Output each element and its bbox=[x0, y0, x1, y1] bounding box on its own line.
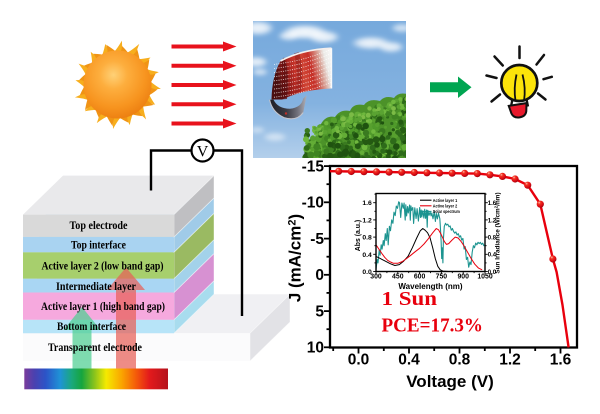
svg-text:1.6: 1.6 bbox=[488, 201, 497, 207]
svg-text:1.2: 1.2 bbox=[499, 352, 521, 369]
svg-text:J (mA/cm2): J (mA/cm2) bbox=[286, 214, 305, 302]
svg-text:1050: 1050 bbox=[477, 273, 492, 280]
svg-text:-10: -10 bbox=[302, 195, 324, 212]
svg-text:0: 0 bbox=[315, 267, 324, 284]
svg-text:1.2: 1.2 bbox=[362, 217, 372, 224]
svg-text:0.8: 0.8 bbox=[449, 352, 471, 369]
svg-text:900: 900 bbox=[457, 273, 469, 280]
svg-text:0.0: 0.0 bbox=[348, 352, 370, 369]
svg-text:600: 600 bbox=[414, 273, 426, 280]
svg-text:-5: -5 bbox=[310, 231, 324, 248]
svg-text:Top interface: Top interface bbox=[71, 239, 126, 251]
svg-text:Active layer 1 (high band gap): Active layer 1 (high band gap) bbox=[41, 301, 165, 313]
svg-text:1.6: 1.6 bbox=[362, 200, 372, 207]
svg-text:V: V bbox=[197, 143, 209, 160]
svg-text:Active layer 2 (low band gap): Active layer 2 (low band gap) bbox=[42, 260, 164, 272]
svg-text:Sun Irradiance (W/cm2/nm): Sun Irradiance (W/cm2/nm) bbox=[494, 192, 502, 273]
svg-text:Transparent electrode: Transparent electrode bbox=[48, 342, 142, 354]
svg-text:450: 450 bbox=[392, 273, 404, 280]
svg-text:0.8: 0.8 bbox=[488, 236, 497, 242]
svg-text:0.0: 0.0 bbox=[362, 269, 372, 276]
svg-text:1.2: 1.2 bbox=[488, 218, 497, 224]
svg-text:750: 750 bbox=[436, 273, 448, 280]
svg-text:PCE=17.3%: PCE=17.3% bbox=[382, 316, 484, 337]
svg-text:Wavelength (nm): Wavelength (nm) bbox=[398, 282, 462, 291]
svg-text:300: 300 bbox=[370, 273, 382, 280]
svg-text:0.0: 0.0 bbox=[488, 270, 497, 276]
svg-text:0.4: 0.4 bbox=[398, 352, 420, 369]
svg-text:Active layer 2: Active layer 2 bbox=[433, 203, 458, 208]
svg-text:Bottom interface: Bottom interface bbox=[57, 321, 126, 333]
svg-text:-15: -15 bbox=[302, 158, 325, 175]
svg-text:0.4: 0.4 bbox=[488, 253, 497, 259]
svg-text:Voltage (V): Voltage (V) bbox=[406, 372, 494, 391]
svg-text:1.6: 1.6 bbox=[550, 352, 572, 369]
svg-text:Abs (a.u.): Abs (a.u.) bbox=[355, 220, 362, 251]
svg-text:0.4: 0.4 bbox=[362, 252, 372, 259]
svg-text:Intermediate layer: Intermediate layer bbox=[56, 281, 136, 293]
svg-text:Active layer 1: Active layer 1 bbox=[433, 198, 458, 203]
svg-text:10: 10 bbox=[307, 340, 324, 357]
svg-text:5: 5 bbox=[315, 303, 324, 320]
svg-text:Solar spectrum: Solar spectrum bbox=[433, 209, 460, 214]
svg-text:Top electrode: Top electrode bbox=[70, 220, 128, 232]
svg-text:1 Sun: 1 Sun bbox=[382, 289, 438, 310]
svg-text:0.8: 0.8 bbox=[362, 235, 372, 242]
